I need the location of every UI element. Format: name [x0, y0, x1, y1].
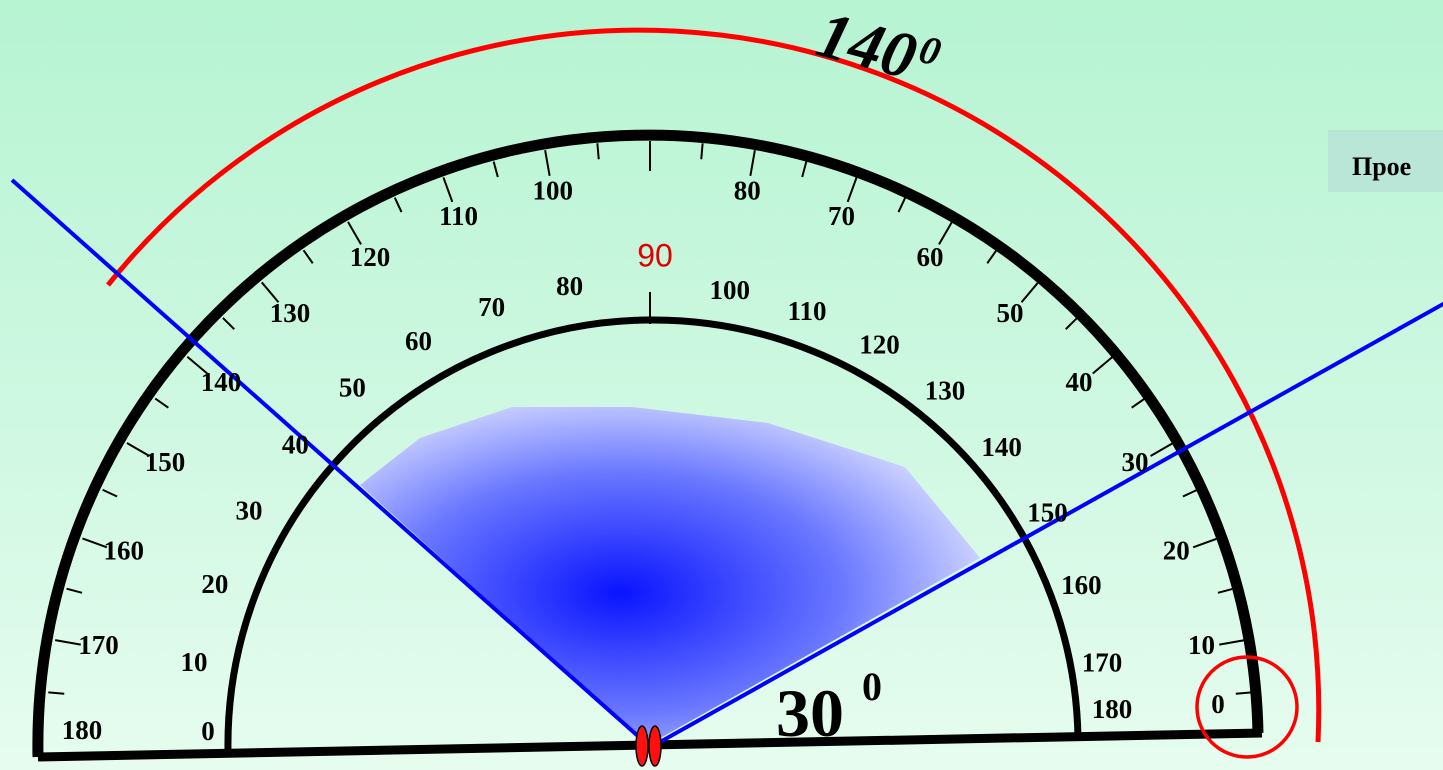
inner-right-label-160: 160 [1061, 570, 1102, 600]
outer-label-40: 40 [1065, 367, 1092, 397]
outer-tick-110 [442, 177, 454, 203]
outer-label-180: 180 [62, 715, 103, 745]
protractor-outer-arc [32, 129, 1264, 758]
inner-right-label-170: 170 [1082, 647, 1123, 677]
inner-left-label-60: 60 [405, 326, 432, 356]
ray-140 [10, 178, 650, 747]
side-panel-label: Прое [1328, 130, 1443, 192]
outer-label-20: 20 [1163, 536, 1190, 566]
scale-labels: 1020304050607080100110120130140150160170… [62, 176, 1225, 746]
outer-label-30: 30 [1121, 447, 1148, 477]
inner-right-label-180: 180 [1092, 694, 1133, 724]
outer-tick-165 [66, 587, 83, 594]
big-angle-label: 140 0 [809, 0, 945, 94]
outer-tick-135 [222, 317, 235, 330]
outer-tick-155 [102, 488, 118, 498]
outer-tick-65 [897, 197, 907, 213]
outer-tick-15 [1217, 587, 1234, 594]
outer-tick-50 [1020, 281, 1040, 303]
outer-tick-140 [186, 355, 208, 375]
outer-tick-10 [1219, 639, 1245, 646]
outer-tick-35 [1131, 397, 1146, 409]
angle-fill-region [360, 407, 980, 745]
inner-left-label-80: 80 [556, 271, 583, 301]
outer-label-110: 110 [439, 201, 478, 231]
outer-label-140: 140 [201, 367, 242, 397]
zero-marker-circle [1195, 655, 1299, 759]
outer-tick-85 [700, 143, 704, 160]
vertex-marker [635, 725, 662, 767]
big-angle-arc [106, 27, 1322, 743]
outer-label-120: 120 [350, 242, 391, 272]
outer-tick-45 [1065, 317, 1078, 330]
outer-tick-175 [48, 691, 65, 695]
outer-tick-115 [393, 197, 403, 213]
outer-tick-105 [492, 161, 499, 178]
outer-tick-30 [1150, 442, 1174, 457]
outer-tick-60 [938, 221, 953, 245]
outer-tick-75 [801, 161, 808, 178]
outer-label-100: 100 [533, 176, 574, 206]
inner-right-label-150: 150 [1027, 498, 1068, 528]
big-angle-value: 140 [809, 0, 924, 94]
outer-label-10: 10 [1188, 630, 1215, 660]
outer-tick-170 [55, 639, 81, 646]
outer-tick-130 [260, 281, 280, 303]
inner-left-label-50: 50 [339, 373, 366, 403]
protractor-inner-arc [224, 316, 1082, 753]
outer-label-150: 150 [145, 447, 186, 477]
outer-tick-80 [749, 150, 756, 176]
inner-left-label-40: 40 [282, 430, 309, 460]
inner-right-label-120: 120 [859, 330, 900, 360]
outer-tick-100 [544, 150, 551, 176]
inner-left-label-10: 10 [181, 647, 208, 677]
outer-tick-150 [126, 442, 150, 457]
tick-marks [48, 141, 1252, 695]
inner-left-label-70: 70 [478, 292, 505, 322]
outer-tick-95 [596, 143, 600, 160]
inner-right-label-100: 100 [709, 275, 750, 305]
outer-tick-25 [1182, 488, 1198, 498]
inner-right-label-140: 140 [981, 432, 1022, 462]
inner-left-label-20: 20 [201, 569, 228, 599]
inner-left-label-0: 0 [201, 716, 215, 746]
outer-label-80: 80 [734, 176, 761, 206]
outer-label-50: 50 [996, 298, 1023, 328]
outer-tick-55 [986, 249, 998, 264]
center-label-90: 90 [637, 237, 673, 273]
outer-label-160: 160 [104, 536, 145, 566]
outer-label-70: 70 [828, 201, 855, 231]
ray-30 [659, 301, 1443, 744]
inner-right-label-110: 110 [787, 296, 826, 326]
inner-right-label-130: 130 [925, 376, 966, 406]
inner-left-label-30: 30 [236, 496, 263, 526]
outer-label-0: 0 [1211, 689, 1225, 719]
outer-tick-125 [302, 249, 314, 264]
outer-tick-145 [154, 397, 169, 409]
outer-tick-160 [82, 537, 108, 549]
outer-label-170: 170 [78, 630, 119, 660]
outer-tick-70 [846, 177, 858, 203]
outer-tick-20 [1192, 537, 1218, 549]
outer-tick-5 [1235, 691, 1252, 695]
outer-label-60: 60 [917, 242, 944, 272]
small-angle-degree: 0 [862, 664, 882, 709]
outer-tick-40 [1092, 355, 1114, 375]
outer-tick-120 [347, 221, 362, 245]
outer-label-130: 130 [270, 298, 311, 328]
small-angle-value: 30 [776, 675, 844, 751]
